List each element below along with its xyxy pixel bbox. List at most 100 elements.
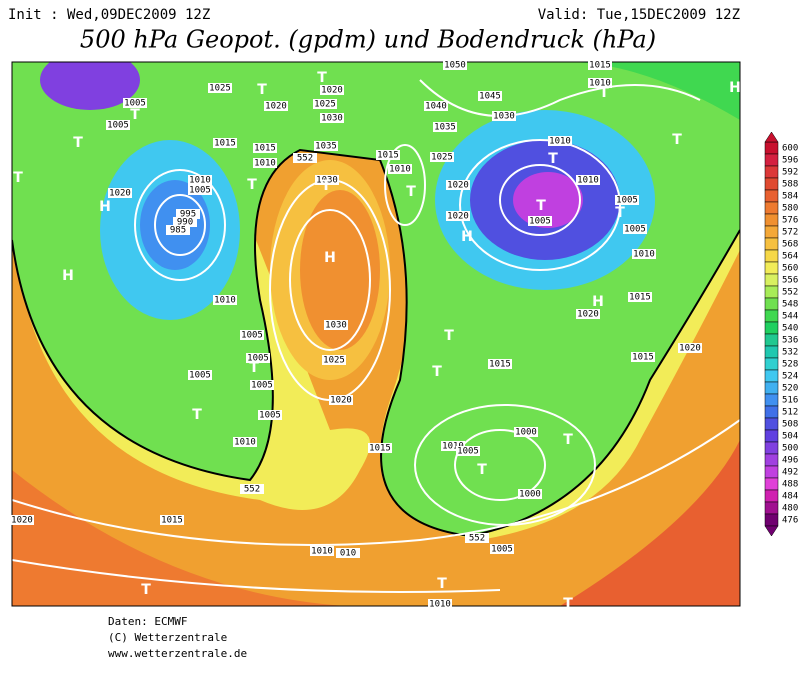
colorbar-swatch: [764, 249, 779, 263]
isobar-label-bg: [428, 599, 452, 609]
isobar-label-bg: [336, 548, 360, 558]
isobar-label: 1025: [431, 153, 453, 163]
colorbar-swatch: [764, 273, 779, 287]
isobar-label-bg: [213, 295, 237, 305]
pressure-center: T: [477, 462, 487, 478]
colorbar-label: 560: [782, 264, 798, 274]
colorbar-swatch: [764, 225, 779, 239]
isobar-label-bg: [528, 216, 552, 226]
colorbar-swatch: [764, 501, 779, 515]
isobar-label: 1010: [311, 547, 333, 557]
isobar-label-bg: [320, 113, 344, 123]
isobar-label-bg: [310, 546, 334, 556]
colorbar-label: 540: [782, 324, 798, 334]
colorbar-swatch: [764, 381, 779, 395]
isobar-label: 1005: [124, 99, 146, 109]
isobar-label: 1025: [314, 100, 336, 110]
colorbar-label: 584: [782, 192, 798, 202]
isobar-label-bg: [293, 153, 317, 163]
colorbar-label: 580: [782, 204, 798, 214]
colorbar-label: 524: [782, 372, 798, 382]
isobar-label-bg: [173, 217, 197, 227]
isobar-label-bg: [456, 446, 480, 456]
colorbar-label: 504: [782, 432, 798, 442]
pressure-center: T: [257, 82, 267, 98]
isobar-label-bg: [108, 188, 132, 198]
isobar-label: 1005: [107, 121, 129, 131]
isobar-label-bg: [246, 353, 270, 363]
isobar-label: 1010: [234, 438, 256, 448]
colorbar-swatch: [764, 453, 779, 467]
colorbar-swatch: [764, 237, 779, 251]
isobar-label-bg: [478, 91, 502, 101]
colorbar-swatch: [764, 141, 779, 155]
colorbar-swatch: [764, 489, 779, 503]
map-title: 500 hPa Geopot. (gpdm) und Bodendruck (h…: [80, 26, 656, 54]
isobar-label: 1005: [241, 331, 263, 341]
isobar-label: 1030: [321, 114, 343, 124]
isobar-label: 1030: [325, 321, 347, 331]
colorbar-label: 564: [782, 252, 798, 262]
isobar-label: 1005: [259, 411, 281, 421]
colorbar-label: 536: [782, 336, 798, 346]
colorbar-swatch: [764, 261, 779, 275]
isobar-label-bg: [329, 395, 353, 405]
isobar-label-bg: [548, 136, 572, 146]
isobar-label: 1015: [161, 516, 183, 526]
isobar-label: 1020: [321, 86, 343, 96]
colorbar-label: 572: [782, 228, 798, 238]
isobar-label: 1010: [429, 600, 451, 610]
map-frame: [11, 61, 741, 607]
colorbar-swatch: [764, 189, 779, 203]
isobar-label-bg: [588, 78, 612, 88]
pressure-center: T: [130, 107, 140, 123]
isobar-label: 1025: [209, 84, 231, 94]
isobar-label-bg: [240, 484, 264, 494]
colorbar-swatch: [764, 309, 779, 323]
pressure-center: T: [536, 198, 546, 214]
isobar-label: 552: [469, 534, 485, 544]
isobar-label-bg: [376, 150, 400, 160]
isobar-label-bg: [253, 143, 277, 153]
isobar-label-bg: [631, 352, 655, 362]
colorbar-label: 596: [782, 156, 798, 166]
colorbar-swatch: [764, 177, 779, 191]
colorbar-swatch: [764, 285, 779, 299]
isobar-label-bg: [324, 320, 348, 330]
colorbar-label: 528: [782, 360, 798, 370]
colorbar-label: 516: [782, 396, 798, 406]
isobar-label: 1005: [189, 371, 211, 381]
isobar-label-bg: [623, 224, 647, 234]
isobar-label: 1010: [389, 165, 411, 175]
isobar-label: 1010: [254, 159, 276, 169]
isobar-label-bg: [433, 122, 457, 132]
isobar-label: 1015: [589, 61, 611, 71]
colorbar-label: 576: [782, 216, 798, 226]
footer-line: www.wetterzentrale.de: [108, 647, 247, 660]
isobar-label-bg: [441, 441, 465, 451]
pressure-center: T: [192, 407, 202, 423]
pressure-center: T: [672, 132, 682, 148]
isobar-label: 1015: [629, 293, 651, 303]
isobar-label-bg: [233, 437, 257, 447]
pressure-center: T: [247, 177, 257, 193]
colorbar-swatch: [764, 393, 779, 407]
colorbar-label: 488: [782, 480, 798, 490]
isobar-label-bg: [213, 138, 237, 148]
isobar-label: 1035: [434, 123, 456, 133]
isobar-label-bg: [258, 410, 282, 420]
colorbar-swatch: [764, 513, 779, 527]
pressure-center: T: [321, 178, 331, 194]
pressure-center: T: [141, 582, 151, 598]
pressure-center: T: [317, 70, 327, 86]
pressure-center: T: [563, 596, 573, 612]
colorbar-label: 592: [782, 168, 798, 178]
isobar-label: 1010: [633, 250, 655, 260]
isobar-label: 1005: [457, 447, 479, 457]
colorbar-label: 484: [782, 492, 798, 502]
isobar-label: 1015: [489, 360, 511, 370]
isobar-label-bg: [430, 152, 454, 162]
colorbar-swatch: [764, 357, 779, 371]
isobar-label: 1015: [377, 151, 399, 161]
